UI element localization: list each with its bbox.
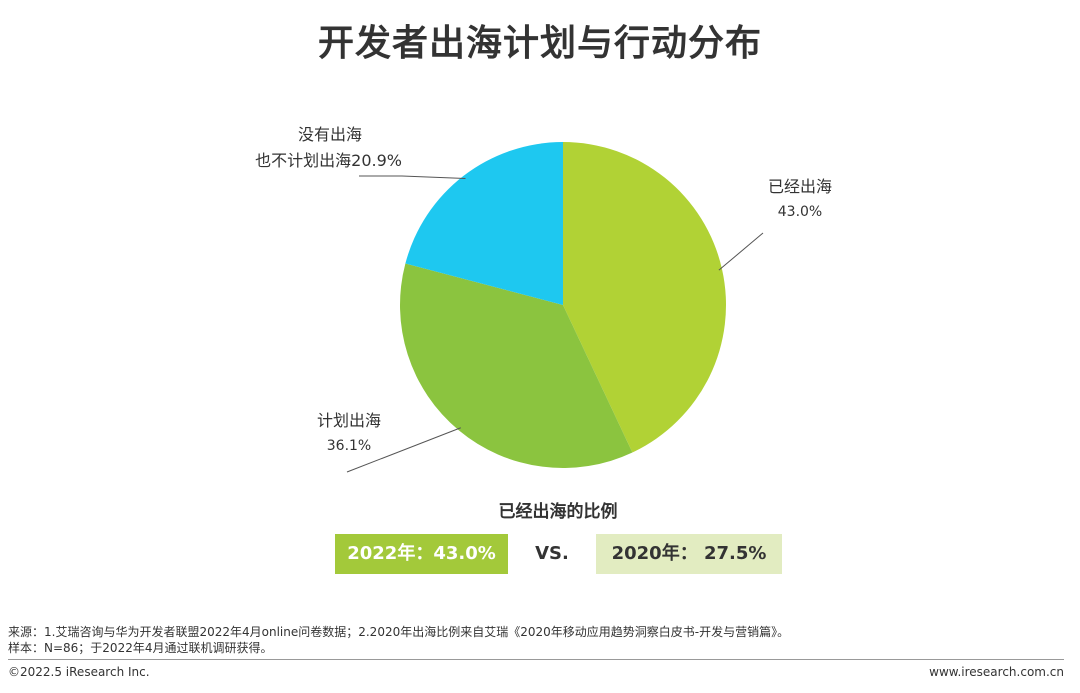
slice-label: 计划出海 36.1% [317,411,381,454]
copyright-text: ©2022.5 iResearch Inc. [8,665,150,679]
leader-line [359,175,466,179]
source-note: 来源：1.艾瑞咨询与华为开发者联盟2022年4月online问卷数据；2.202… [8,625,790,639]
chart-title: 开发者出海计划与行动分布 [317,23,762,64]
footer-divider [8,659,1064,660]
slice-label: 没有出海也不计划出海20.9% [255,125,402,170]
comparison-vs-label: VS. [535,543,569,564]
pie-slice [563,142,726,453]
pie-slice [405,142,563,305]
pie-slice [400,263,633,468]
leader-line [346,427,461,473]
comparison-2020-badge: 2020年： 27.5% [596,534,782,574]
comparison-title: 已经出海的比例 [498,502,618,522]
website-text: www.iresearch.com.cn [929,665,1064,679]
comparison-2022-badge: 2022年：43.0% [335,534,508,574]
slice-label: 已经出海 43.0% [768,177,832,220]
leader-line [718,232,764,271]
sample-note: 样本：N=86；于2022年4月通过联机调研获得。 [8,641,273,655]
